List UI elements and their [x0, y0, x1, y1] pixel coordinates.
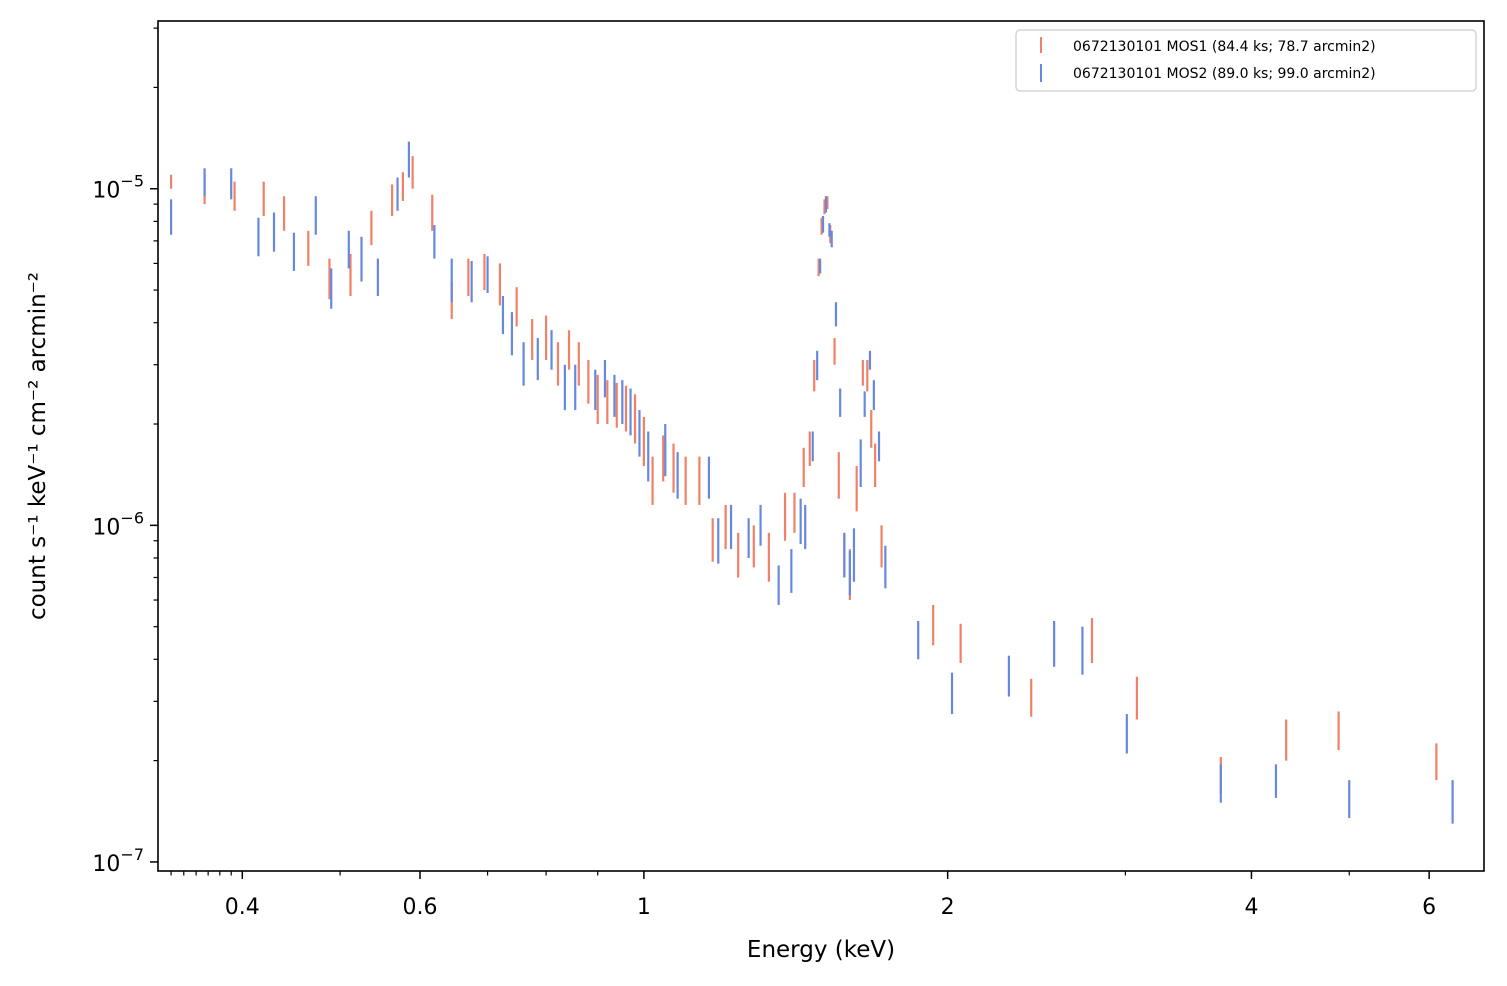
x-tick-label: 0.4 [225, 895, 260, 920]
series-1 [169, 156, 1438, 794]
x-axis-ticks: 0.4 0.6 1 2 4 6 [170, 871, 1436, 920]
data-series [169, 141, 1454, 824]
series-2 [169, 141, 1454, 824]
y-axis-label: count s⁻¹ keV⁻¹ cm⁻² arcmin⁻² [25, 272, 51, 620]
y-tick-label: 10−7 [92, 845, 144, 877]
x-tick-label: 2 [941, 895, 955, 920]
legend-box [1015, 29, 1477, 92]
x-tick-label: 1 [637, 895, 651, 920]
plot-frame [157, 20, 1485, 872]
y-axis-ticks: 10−7 10−6 10−5 [92, 27, 158, 877]
legend: 0672130101 MOS1 (84.4 ks; 78.7 arcmin2) … [1015, 29, 1477, 92]
legend-label-mos1: 0672130101 MOS1 (84.4 ks; 78.7 arcmin2) [1073, 39, 1376, 55]
x-tick-label: 4 [1244, 895, 1258, 920]
x-tick-label: 6 [1422, 895, 1436, 920]
x-tick-label: 0.6 [403, 895, 438, 920]
y-tick-label: 10−6 [92, 508, 144, 540]
legend-label-mos2: 0672130101 MOS2 (89.0 ks; 99.0 arcmin2) [1073, 66, 1376, 82]
x-axis-label: Energy (keV) [747, 937, 895, 963]
y-tick-label: 10−5 [92, 172, 144, 204]
